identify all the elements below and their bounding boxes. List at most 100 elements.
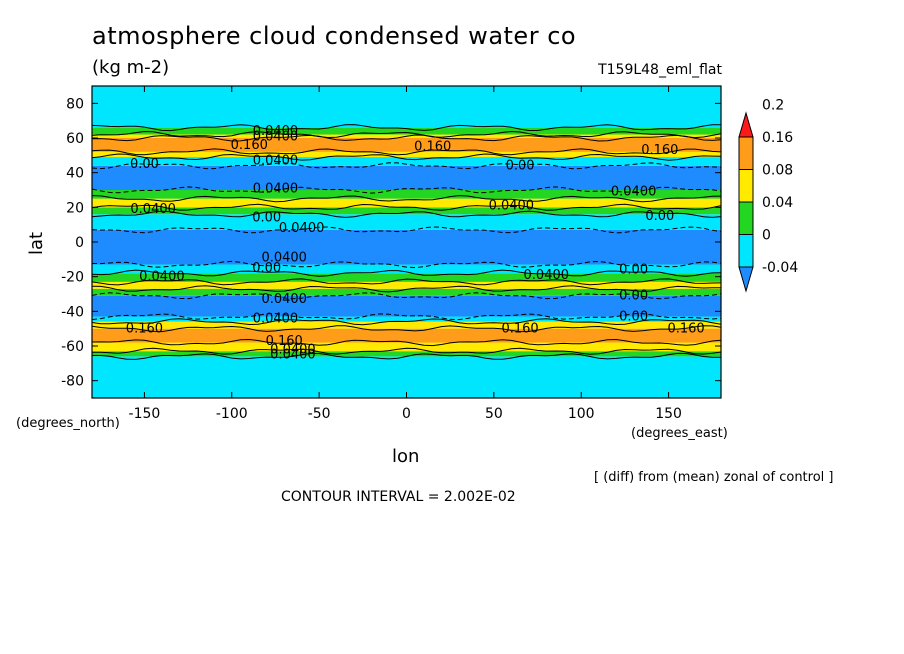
colorbar-label-5: 0.2 [762, 98, 784, 114]
contour-label-16: 0.00 [252, 261, 281, 276]
y-units-label: (degrees_north) [16, 416, 120, 431]
y-tick-label-3: 20 [66, 200, 84, 216]
band-8 [92, 281, 721, 289]
band-2 [92, 342, 721, 352]
contour-line-3 [91, 325, 722, 333]
zonal-bands [92, 86, 721, 398]
contour-label-25: 0.160 [501, 322, 538, 337]
contour-label-1: 0.0400 [253, 129, 299, 144]
contour-line-11 [91, 226, 722, 234]
band-17 [92, 157, 721, 166]
contour-label-12: 0.00 [252, 211, 281, 226]
contour-label-5: 0.00 [130, 157, 159, 172]
y-ticks: 80 60 40 20 0 -20 -40 -60 -80 [61, 96, 721, 390]
band-7 [92, 288, 721, 296]
contour-label-20: 0.0400 [261, 292, 307, 307]
x-units-label: (degrees_east) [631, 426, 728, 441]
band-4 [92, 321, 721, 329]
contour-line-13 [91, 203, 722, 211]
colorbar-label-2: 0.04 [762, 195, 793, 211]
contour-label-19: 0.0400 [524, 268, 570, 283]
contour-line-17 [91, 153, 722, 161]
x-axis-label: lon [392, 446, 420, 467]
contour-line-19 [91, 134, 722, 142]
contour-label-3: 0.160 [414, 140, 451, 155]
colorbar-segment-1 [738, 169, 754, 203]
contour-label-13: 0.00 [645, 209, 674, 224]
contour-line-21 [91, 124, 721, 132]
band-11 [92, 229, 721, 265]
contour-line-6 [91, 292, 722, 300]
band-13 [92, 207, 721, 215]
diff-note: [ (diff) from (mean) zonal of control ] [594, 470, 834, 485]
run-label: T159L48_eml_flat [598, 62, 722, 78]
colorbar-label-0: -0.04 [762, 260, 798, 276]
contour-label-28: 0.0400 [270, 342, 316, 357]
colorbar-bottom-arrow [738, 266, 754, 293]
x-tick-label-1: -100 [216, 406, 248, 422]
y-tick-label-5: -20 [61, 270, 84, 286]
band-0 [92, 356, 721, 398]
band-12 [92, 214, 721, 230]
colorbar: -0.04 0 0.04 0.08 0.16 0.2 [738, 98, 798, 293]
contour-label-17: 0.00 [619, 263, 648, 278]
contour-line-20 [91, 130, 722, 139]
band-16 [92, 165, 721, 190]
colorbar-label-1: 0 [762, 228, 771, 244]
x-tick-label-5: 100 [568, 406, 595, 422]
y-tick-label-1: 60 [66, 131, 84, 147]
band-14 [92, 198, 721, 208]
contour-line-15 [91, 186, 722, 194]
chart-units: (kg m-2) [92, 57, 170, 78]
band-10 [92, 264, 721, 274]
contour-line-16 [91, 162, 722, 170]
contour-label-26: 0.160 [667, 322, 704, 337]
band-21 [92, 127, 721, 135]
contour-label-29: 0.0400 [270, 348, 316, 363]
contour-label-14: 0.0400 [279, 221, 325, 236]
contour-line-2 [91, 338, 722, 347]
band-5 [92, 316, 721, 322]
band-9 [92, 273, 721, 282]
contour-line-10 [91, 260, 722, 269]
x-ticks: -150 -100 -50 0 50 100 150 [129, 86, 682, 422]
contour-label-7: 0.00 [506, 159, 535, 174]
colorbar-label-4: 0.16 [762, 130, 793, 146]
contour-interval: CONTOUR INTERVAL = 2.002E-02 [281, 489, 516, 505]
band-1 [92, 351, 721, 357]
contour-label-2: 0.160 [231, 138, 268, 153]
contour-lines [91, 124, 722, 360]
contour-label-15: 0.0400 [261, 251, 307, 266]
contour-label-0: 0.0400 [253, 124, 299, 139]
contour-line-1 [92, 347, 722, 355]
x-tick-label-2: -50 [308, 406, 331, 422]
contour-line-5 [91, 312, 722, 321]
contour-line-9 [91, 269, 722, 277]
contour-line-4 [91, 318, 722, 326]
colorbar-label-3: 0.08 [762, 163, 793, 179]
colorbar-segment-2 [738, 201, 754, 235]
chart-title: atmosphere cloud condensed water co [92, 22, 577, 50]
contour-line-8 [91, 278, 722, 286]
contour-label-9: 0.0400 [611, 185, 657, 200]
contour-label-18: 0.0400 [139, 270, 185, 285]
contour-line-14 [91, 195, 722, 203]
x-tick-label-3: 0 [402, 406, 411, 422]
contour-label-11: 0.0400 [489, 199, 535, 214]
x-tick-label-0: -150 [129, 406, 161, 422]
band-15 [92, 190, 721, 199]
x-tick-label-6: 150 [655, 406, 682, 422]
contour-label-22: 0.0400 [253, 311, 299, 326]
contour-line-0 [92, 352, 721, 360]
contour-label-23: 0.00 [619, 310, 648, 325]
y-tick-label-8: -80 [61, 374, 84, 390]
colorbar-segment-0 [738, 136, 754, 170]
contour-label-24: 0.160 [126, 322, 163, 337]
y-tick-label-4: 0 [75, 235, 84, 251]
band-19 [92, 138, 721, 152]
contour-label-6: 0.0400 [253, 154, 299, 169]
contour-line-18 [91, 148, 722, 156]
contour-line-12 [91, 210, 722, 218]
y-tick-label-0: 80 [66, 96, 84, 112]
